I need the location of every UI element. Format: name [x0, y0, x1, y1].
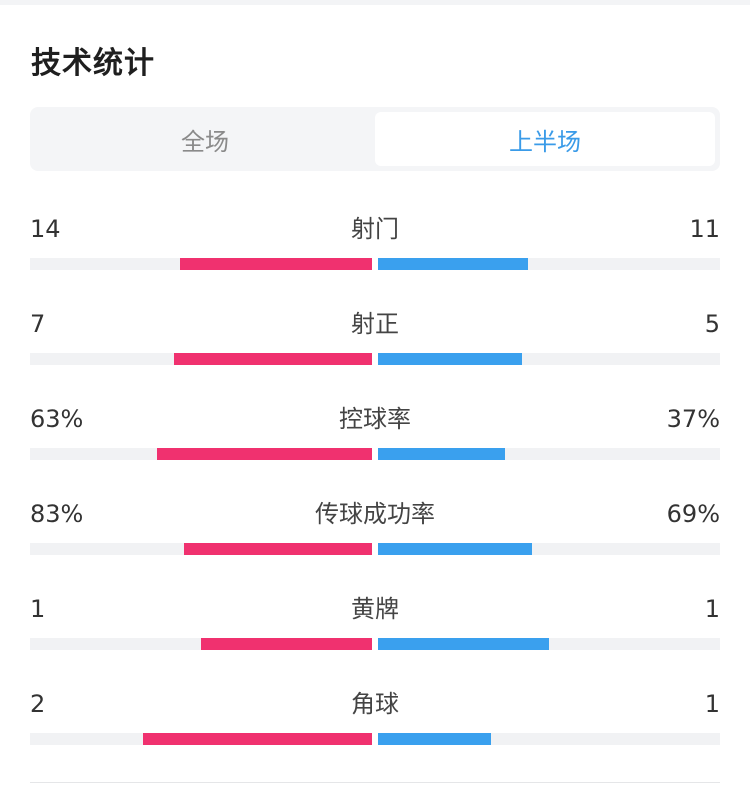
stat-row: 63% 控球率 37% — [30, 404, 720, 464]
away-value: 1 — [704, 595, 720, 623]
home-bar-track — [30, 733, 372, 745]
tab-full-match[interactable]: 全场 — [181, 127, 229, 156]
stat-row: 83% 传球成功率 69% — [30, 499, 720, 559]
section-title: 技术统计 — [31, 46, 155, 81]
tab-first-half[interactable]: 上半场 — [375, 112, 715, 166]
away-value: 69% — [666, 500, 720, 528]
away-bar — [378, 448, 505, 460]
home-bar — [174, 353, 372, 365]
home-value: 63% — [30, 405, 84, 433]
home-value: 1 — [30, 595, 46, 623]
away-value: 1 — [704, 690, 720, 718]
away-bar — [378, 638, 549, 650]
home-bar-track — [30, 638, 372, 650]
stat-label: 传球成功率 — [315, 500, 435, 528]
home-value: 14 — [30, 215, 61, 243]
away-bar — [378, 258, 528, 270]
away-bar-track — [378, 353, 720, 365]
top-divider — [0, 0, 750, 5]
stat-row: 1 黄牌 1 — [30, 594, 720, 654]
home-bar — [157, 448, 372, 460]
away-bar-track — [378, 448, 720, 460]
away-value: 37% — [666, 405, 720, 433]
stat-label: 控球率 — [339, 405, 411, 433]
home-bar — [143, 733, 372, 745]
stat-label: 黄牌 — [351, 595, 399, 623]
home-value: 7 — [30, 310, 46, 338]
stat-row: 2 角球 1 — [30, 689, 720, 749]
away-bar — [378, 733, 491, 745]
stat-row: 7 射正 5 — [30, 309, 720, 369]
stat-label: 射门 — [351, 215, 399, 243]
home-bar — [184, 543, 372, 555]
bottom-divider — [30, 782, 720, 783]
stat-label: 射正 — [351, 310, 399, 338]
home-value: 83% — [30, 500, 84, 528]
away-bar-track — [378, 733, 720, 745]
home-value: 2 — [30, 690, 46, 718]
period-tab-bar: 全场 上半场 — [30, 107, 720, 171]
home-bar-track — [30, 353, 372, 365]
away-value: 11 — [689, 215, 720, 243]
stat-label: 角球 — [351, 690, 399, 718]
home-bar-track — [30, 543, 372, 555]
away-bar-track — [378, 543, 720, 555]
stat-row: 14 射门 11 — [30, 214, 720, 274]
away-bar — [378, 353, 522, 365]
away-bar-track — [378, 638, 720, 650]
home-bar-track — [30, 448, 372, 460]
home-bar — [201, 638, 372, 650]
away-bar — [378, 543, 532, 555]
home-bar-track — [30, 258, 372, 270]
away-bar-track — [378, 258, 720, 270]
home-bar — [180, 258, 372, 270]
away-value: 5 — [704, 310, 720, 338]
